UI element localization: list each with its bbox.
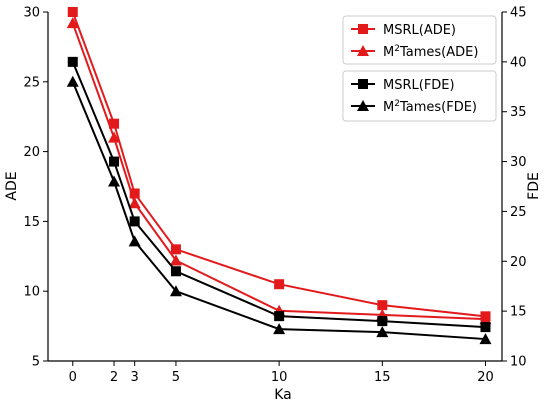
legend-layer: MSRL(ADE)M2Tames(ADE)MSRL(FDE)M2Tames(FD… [342, 15, 497, 122]
data-point [66, 75, 79, 87]
legend-label-sup: 2 [394, 44, 400, 54]
data-point [376, 326, 389, 338]
data-point [129, 216, 140, 227]
legend-label: MSRL(FDE) [383, 78, 455, 93]
data-point [377, 300, 388, 311]
legend-label: MSRL(ADE) [383, 23, 456, 38]
data-point [66, 17, 79, 29]
left-y-tick-label: 25 [23, 75, 40, 90]
left-y-tick-label: 10 [23, 285, 40, 300]
right-axis-title: FDE [526, 172, 542, 200]
legend-label-base: MSRL(ADE) [383, 23, 456, 38]
data-point [479, 333, 492, 345]
right-y-tick-label: 30 [510, 155, 527, 170]
left-axis-title: ADE [4, 171, 20, 200]
data-point [67, 56, 78, 67]
legend-entry: M2Tames(FDE) [351, 99, 477, 115]
left-y-tick-label: 15 [23, 215, 40, 230]
legend-label-sup: 2 [394, 99, 400, 109]
legend-marker [358, 24, 368, 34]
data-point [108, 175, 121, 187]
data-point [67, 7, 78, 17]
data-point [169, 285, 182, 297]
x-axis-title: Ka [274, 387, 292, 403]
left-y-tick-label: 5 [32, 355, 40, 370]
data-point [129, 188, 140, 199]
right-y-tick-label: 10 [510, 355, 527, 370]
data-point [480, 322, 491, 333]
series-line [71, 22, 486, 321]
series-M2Tames(FDE) [66, 75, 492, 345]
series-layer [66, 7, 492, 345]
legend-label-base: MSRL(FDE) [383, 78, 455, 93]
legend-label-rest: Tames(ADE) [399, 45, 478, 60]
data-point [108, 131, 121, 143]
legend-1: MSRL(ADE) M2Tames(ADE) [342, 15, 497, 65]
data-point [170, 266, 181, 277]
x-tick-label: 5 [172, 370, 180, 385]
left-y-tick-label: 20 [23, 145, 40, 160]
series-MSRL(FDE) [67, 56, 491, 333]
data-point [128, 197, 141, 209]
right-y-tick-label: 25 [510, 205, 527, 220]
right-y-tick-label: 35 [510, 105, 527, 120]
x-tick-label: 3 [131, 370, 139, 385]
legend-marker [358, 79, 368, 89]
data-point [479, 313, 492, 325]
legend-entry: MSRL(FDE) [351, 78, 455, 93]
legend-label-rest: Tames(FDE) [399, 100, 477, 115]
x-tick-label: 20 [477, 370, 494, 385]
left-y-tick-label: 30 [23, 6, 40, 21]
right-y-tick-label: 20 [510, 255, 527, 270]
data-point [169, 254, 182, 266]
legend-entry: M2Tames(ADE) [351, 44, 478, 60]
legend-marker [357, 45, 369, 56]
data-point [273, 323, 286, 335]
data-point [170, 244, 181, 255]
data-point [377, 316, 388, 327]
data-point [274, 279, 285, 290]
legend-marker [357, 100, 369, 111]
x-tick-label: 15 [374, 370, 391, 385]
right-y-tick-label: 40 [510, 55, 527, 70]
data-point [274, 311, 285, 322]
legend-2: MSRL(FDE) M2Tames(FDE) [342, 70, 497, 122]
legend-label: M2Tames(ADE) [383, 44, 478, 60]
right-y-tick-label: 45 [510, 6, 527, 21]
legend-label-base: M [383, 100, 394, 115]
legend-entry: MSRL(ADE) [351, 23, 456, 38]
data-point [109, 156, 120, 167]
legend-box [342, 15, 497, 65]
legend-label: M2Tames(FDE) [383, 99, 477, 115]
x-tick-label: 10 [271, 370, 288, 385]
x-tick-label: 0 [69, 370, 77, 385]
x-tick-label: 2 [110, 370, 118, 385]
legend-label-base: M [383, 45, 394, 60]
data-point [109, 118, 120, 129]
data-point [128, 235, 141, 247]
legend-box [342, 70, 497, 122]
right-y-tick-label: 15 [510, 305, 527, 320]
